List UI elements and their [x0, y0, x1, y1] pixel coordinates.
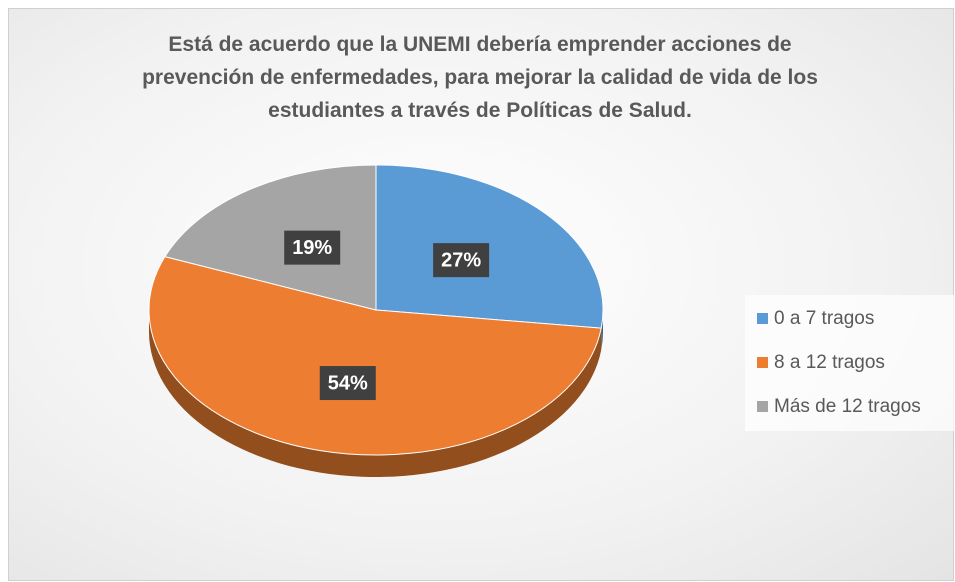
data-label: 27%: [441, 249, 481, 271]
legend-label: Más de 12 tragos: [774, 396, 921, 417]
legend-swatch: [757, 313, 768, 324]
slice: [375, 164, 604, 329]
data-label: 19%: [292, 237, 332, 259]
data-label-box: [284, 230, 341, 265]
legend-swatch: [757, 357, 768, 368]
legend-swatch: [757, 401, 768, 412]
data-label-box: [319, 366, 376, 401]
legend-box: [745, 295, 954, 431]
data-label-box: [433, 243, 490, 278]
chart-title: Está de acuerdo que la UNEMI debería emp…: [142, 33, 818, 122]
slice: [148, 256, 602, 456]
legend-label: 0 a 7 tragos: [774, 308, 874, 329]
data-label: 54%: [328, 372, 368, 394]
legend-label: 8 a 12 tragos: [774, 352, 885, 373]
slice: [164, 164, 377, 311]
